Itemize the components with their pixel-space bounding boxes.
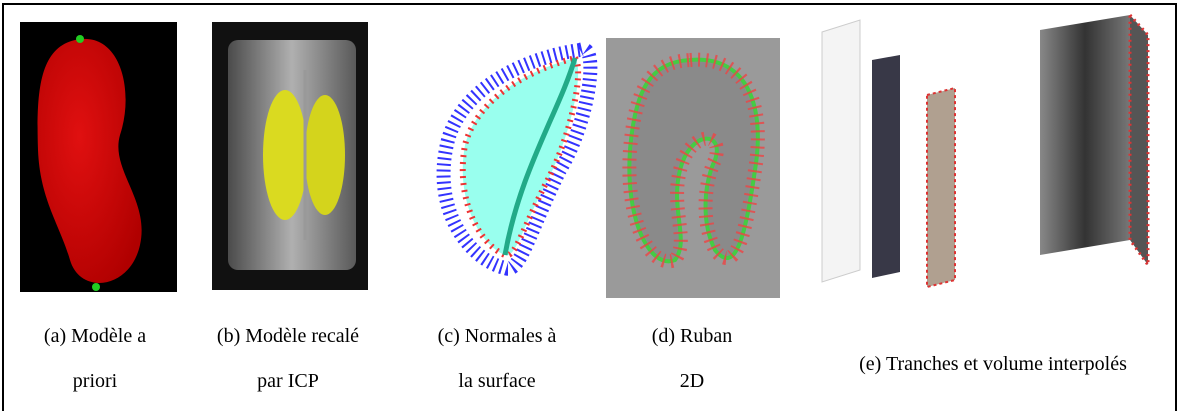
figure-border <box>3 4 1176 411</box>
panel-e-image <box>822 15 1148 287</box>
panel-d-image <box>606 38 780 298</box>
caption: priori <box>73 370 118 392</box>
caption: la surface <box>458 370 535 392</box>
captions: (a) Modèle a priori (b) Modèle recalé pa… <box>44 325 1127 392</box>
panel-b-image <box>212 22 368 290</box>
caption: (e) Tranches et volume interpolés <box>859 353 1127 375</box>
caption: par ICP <box>257 370 319 392</box>
caption: (b) Modèle recalé <box>217 325 359 347</box>
caption: 2D <box>680 370 704 392</box>
caption: (c) Normales à <box>438 325 557 347</box>
panel-a-image <box>20 22 177 292</box>
caption: (d) Ruban <box>652 325 733 347</box>
caption: (a) Modèle a <box>44 325 146 347</box>
panel-c-image <box>444 49 591 269</box>
figure: (a) Modèle a priori (b) Modèle recalé pa… <box>0 0 1178 411</box>
